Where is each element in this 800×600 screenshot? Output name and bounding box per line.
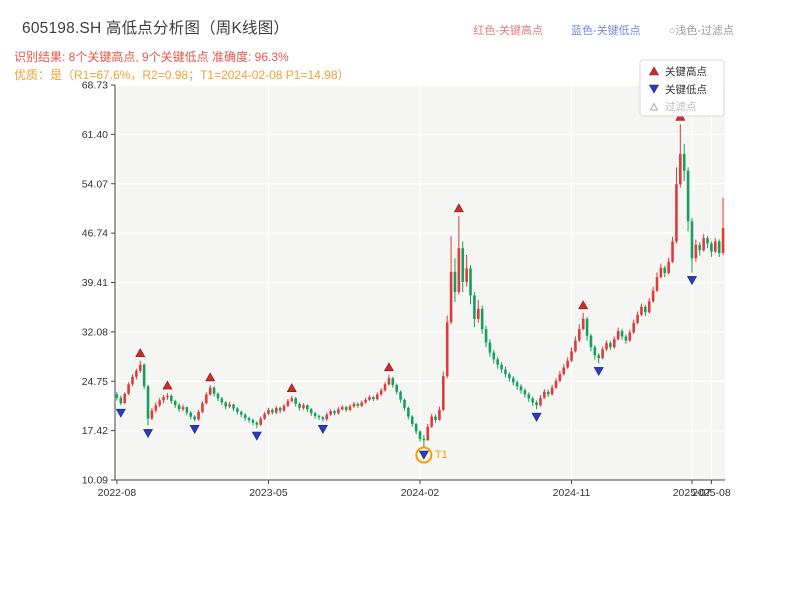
svg-text:2022-08: 2022-08: [98, 487, 137, 499]
key-high-markers: [135, 111, 686, 393]
svg-text:T1: T1: [435, 449, 448, 461]
top-legend-item-filtered: ○浅色-过滤点: [668, 25, 734, 37]
t1-marker: T1: [415, 446, 448, 464]
svg-text:2023-05: 2023-05: [249, 487, 288, 499]
svg-text:39.41: 39.41: [82, 277, 108, 289]
svg-text:2024-11: 2024-11: [553, 487, 591, 499]
svg-text:17.42: 17.42: [82, 425, 108, 437]
top-legend: 红色-关键高点 蓝色-关键低点 ○浅色-过滤点: [473, 22, 734, 38]
svg-text:2025-08: 2025-08: [692, 487, 731, 499]
top-legend-item-high: 红色-关键高点: [473, 25, 544, 37]
svg-text:54.07: 54.07: [82, 178, 108, 190]
top-legend-item-low: 蓝色-关键低点: [571, 25, 641, 37]
x-axis-labels: 2022-08 2023-05 2024-02 2024-11 2025-072025-…: [98, 487, 731, 499]
svg-text:2025-07: 2025-07: [673, 487, 712, 499]
result-line: 识别结果: 8个关键高点, 9个关键低点 准确度: 96.3%: [14, 50, 289, 64]
svg-text:24.75: 24.75: [82, 376, 108, 388]
svg-text:10.09: 10.09: [82, 475, 108, 487]
key-low-markers: [115, 276, 697, 460]
y-axis-labels: 10.09 17.42 24.75 32.08 39.41 46.74 54.07 61.40…: [82, 80, 108, 487]
svg-text:46.74: 46.74: [82, 228, 108, 240]
svg-text:2024-02: 2024-02: [401, 487, 440, 499]
svg-text:过滤点: 过滤点: [665, 100, 697, 113]
svg-text:61.40: 61.40: [82, 129, 108, 141]
axes: [111, 84, 725, 484]
svg-text:68.73: 68.73: [82, 80, 108, 92]
svg-text:关键高点: 关键高点: [665, 65, 707, 78]
candles: [115, 124, 725, 448]
svg-text:32.08: 32.08: [82, 326, 108, 338]
chart-title: 605198.SH 高低点分析图（周K线图）: [22, 20, 290, 37]
quality-line: 优质：是（R1=67.6%，R2=0.98；T1=2024-02-08 P1=1…: [14, 68, 350, 82]
svg-text:关键低点: 关键低点: [665, 83, 707, 96]
